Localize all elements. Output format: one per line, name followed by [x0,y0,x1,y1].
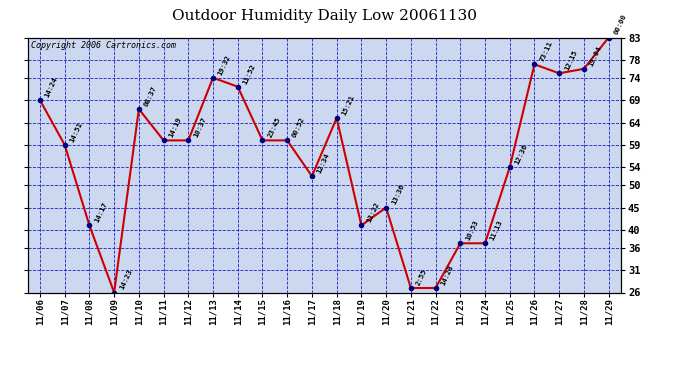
Text: 12:34: 12:34 [316,152,331,174]
Text: Copyright 2006 Cartronics.com: Copyright 2006 Cartronics.com [30,41,175,50]
Text: 08:37: 08:37 [143,85,158,107]
Text: 12:36: 12:36 [514,143,529,165]
Text: 11:52: 11:52 [242,63,257,85]
Text: 00:52: 00:52 [291,116,306,139]
Text: Outdoor Humidity Daily Low 20061130: Outdoor Humidity Daily Low 20061130 [172,9,477,23]
Text: 14:23: 14:23 [118,268,133,291]
Text: 2:55: 2:55 [415,268,428,286]
Text: 14:24: 14:24 [44,76,59,98]
Text: 13:22: 13:22 [366,201,380,223]
Text: 14:17: 14:17 [94,201,108,223]
Text: 10:37: 10:37 [193,116,207,139]
Text: 12:15: 12:15 [563,49,578,72]
Text: 13:36: 13:36 [391,183,405,206]
Text: 14:51: 14:51 [69,121,83,143]
Text: 15:21: 15:21 [341,94,355,116]
Text: 10:53: 10:53 [464,219,479,242]
Text: 14:28: 14:28 [440,264,455,286]
Text: 14:19: 14:19 [168,116,182,139]
Text: 19:04: 19:04 [588,45,603,67]
Text: 19:32: 19:32 [217,54,232,76]
Text: 00:00: 00:00 [613,13,627,36]
Text: 11:13: 11:13 [489,219,504,242]
Text: 23:45: 23:45 [266,116,282,139]
Text: 73:11: 73:11 [539,40,553,63]
